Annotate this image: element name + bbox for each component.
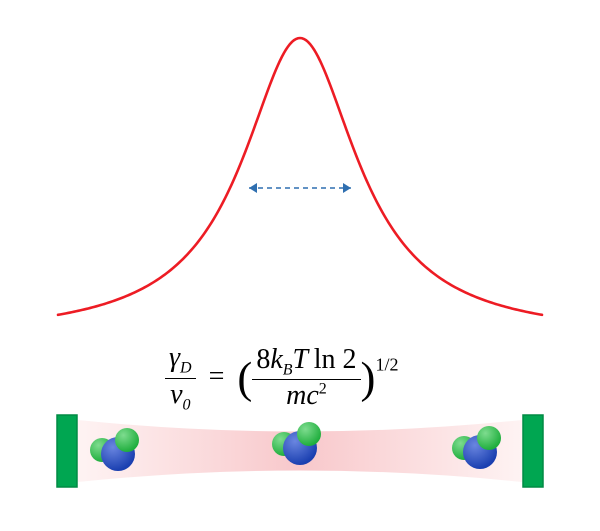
- lineshape-curve: [58, 38, 542, 315]
- eq-lhs-fraction: γDν0: [165, 342, 196, 414]
- doppler-width-equation: γDν0 = (8kBT ln 2mc2)1/2: [165, 342, 398, 414]
- diagram-svg: [0, 0, 600, 531]
- fwhm-arrow-right: [343, 183, 351, 193]
- cavity-mirror-left: [57, 415, 77, 487]
- diagram-stage: γDν0 = (8kBT ln 2mc2)1/2: [0, 0, 600, 531]
- cavity-mirror-right: [523, 415, 543, 487]
- eq-rhs-fraction: 8kBT ln 2mc2: [252, 344, 360, 413]
- fwhm-arrow-left: [249, 183, 257, 193]
